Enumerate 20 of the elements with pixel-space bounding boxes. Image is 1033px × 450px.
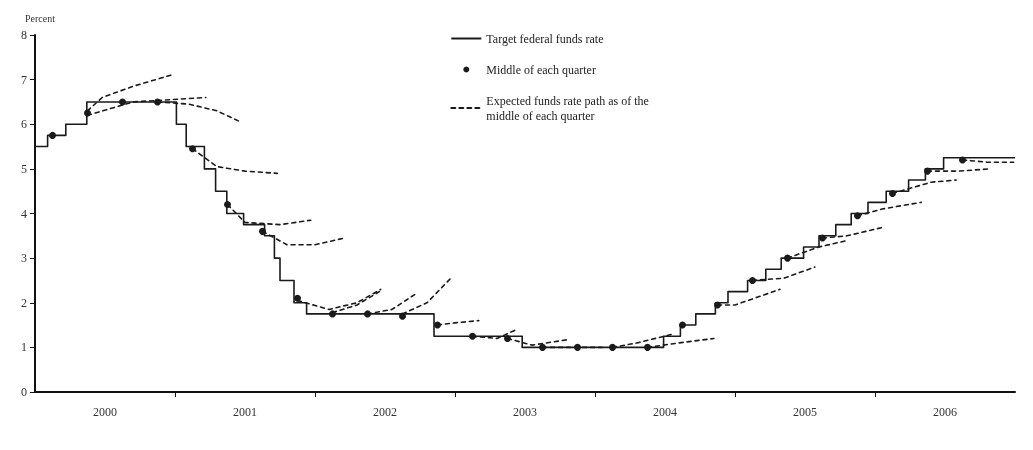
x-tick-label: 2004 <box>653 405 677 419</box>
y-tick-label: 5 <box>21 161 27 176</box>
y-tick-label: 3 <box>21 251 27 266</box>
y-tick-label: 0 <box>21 385 27 399</box>
y-tick-label: 6 <box>21 117 27 132</box>
x-tick-label: 2001 <box>233 405 257 419</box>
y-tick-label: 1 <box>21 340 27 355</box>
x-tick-label: 2005 <box>793 405 817 419</box>
x-tick-label: 2000 <box>93 405 117 419</box>
x-tick-label: 2003 <box>513 405 537 419</box>
y-axis-title: Percent <box>25 12 56 24</box>
y-tick-label: 4 <box>21 206 27 221</box>
y-tick-label: 2 <box>21 295 27 310</box>
legend-label: Expected funds rate path as of the middle of each quarter <box>486 93 652 123</box>
x-tick-label: 2002 <box>373 405 397 419</box>
legend-label: Target federal funds rate <box>486 31 604 46</box>
y-tick-label: 7 <box>21 72 27 87</box>
legend-label: Middle of each quarter <box>486 62 596 77</box>
x-tick-label: 2006 <box>933 405 957 419</box>
y-tick-label: 8 <box>21 28 27 42</box>
